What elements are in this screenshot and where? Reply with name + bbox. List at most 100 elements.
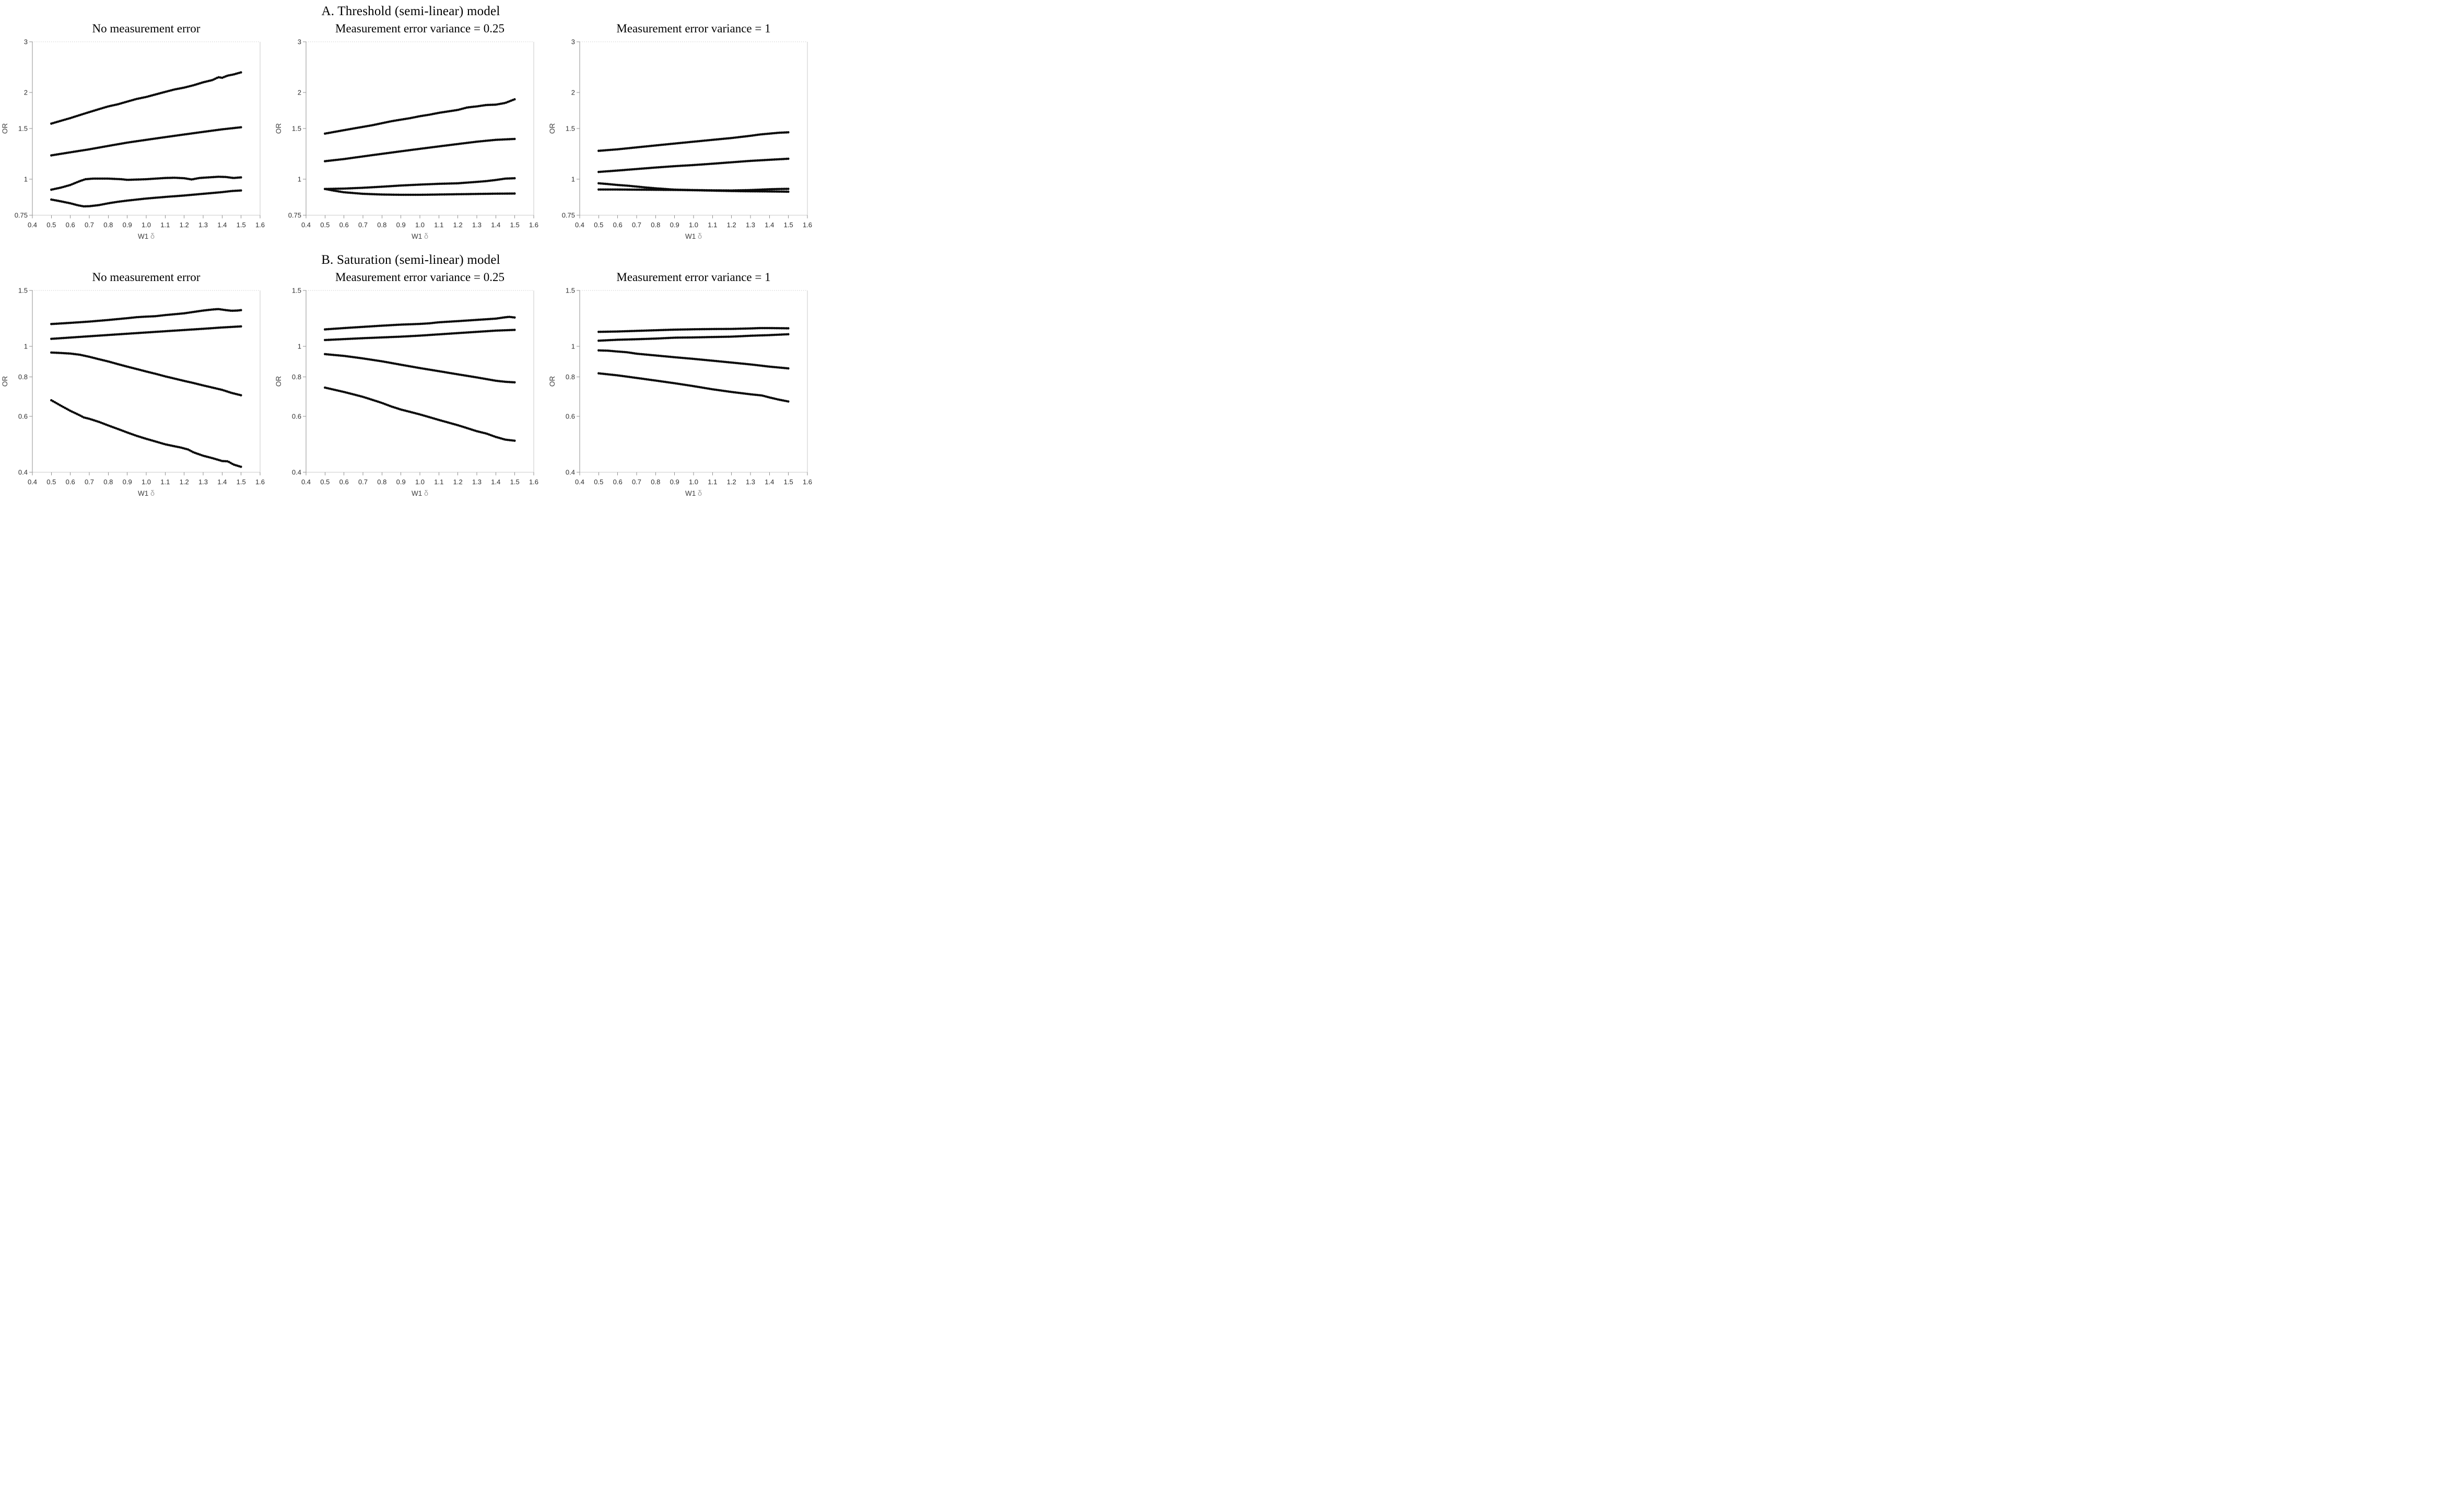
panel-a1: No measurement error 0.75 1 1.5 2 3 0.4 0.5 0.6… <box>0 22 274 246</box>
x-axis: 0.4 0.5 0.6 0.7 0.8 0.9 1.0 1.1 1.2 1.3 1.4 1.5 1.6 <box>28 215 265 229</box>
series-line1 <box>324 98 516 135</box>
panel-b2-chart: 0.4 0.6 0.8 1 1.5 0.4 0.5 0.6 0.7 0.8 0.9 1.0 1.1 1.2… <box>275 287 538 498</box>
y-tick-label: 1.5 <box>18 287 28 295</box>
panel-a3-chart: 0.75 1 1.5 2 3 0.4 0.5 0.6 0.7 0.8 0.9 1.0 1.1 1.2 1.3… <box>548 38 812 241</box>
y-axis: 0.4 0.6 0.8 1 1.5 <box>18 287 32 476</box>
y-tick-label: 0.4 <box>292 469 301 476</box>
x-tick-label: 1.0 <box>415 478 425 486</box>
x-tick-label: 0.6 <box>66 478 75 486</box>
plot-frame <box>32 290 261 473</box>
y-axis-title: OR <box>275 123 283 134</box>
x-tick-label: 0.8 <box>651 221 660 229</box>
x-tick-label: 0.7 <box>358 478 368 486</box>
y-tick-label: 1 <box>24 342 28 350</box>
series-line3 <box>50 176 242 191</box>
y-axis: 0.4 0.6 0.8 1 1.5 <box>566 287 580 476</box>
y-tick-label: 0.4 <box>18 469 28 476</box>
x-tick-label: 1.3 <box>746 478 755 486</box>
x-tick-label: 0.4 <box>28 221 37 229</box>
series-line2 <box>597 157 790 173</box>
x-tick-label: 1.0 <box>415 221 425 229</box>
section-a-title: A. Threshold (semi-linear) model <box>321 4 500 18</box>
y-tick-label: 2 <box>571 89 575 97</box>
series-line4 <box>324 386 516 442</box>
x-tick-label: 0.8 <box>377 221 386 229</box>
y-tick-label: 1.5 <box>18 125 28 133</box>
x-tick-label: 0.6 <box>339 221 349 229</box>
x-tick-label: 1.3 <box>472 221 482 229</box>
y-axis-title: OR <box>1 376 9 387</box>
x-tick-label: 0.7 <box>358 221 368 229</box>
x-tick-label: 1.3 <box>746 221 755 229</box>
x-tick-label: 1.1 <box>434 221 443 229</box>
x-axis-title: W1 δ <box>412 489 428 498</box>
x-tick-label: 1.6 <box>255 221 265 229</box>
x-axis: 0.4 0.5 0.6 0.7 0.8 0.9 1.0 1.1 1.2 1.3 1.4 1.5 1.6 <box>28 472 265 486</box>
panel-b3-title: Measurement error variance = 1 <box>616 271 771 284</box>
x-tick-label: 1.3 <box>472 478 482 486</box>
x-tick-label: 1.0 <box>142 221 151 229</box>
y-tick-label: 1.5 <box>566 287 575 295</box>
panel-b1: No measurement error 0.4 0.6 0.8 1 1.5 0.4 0.5… <box>0 271 274 503</box>
series-line1 <box>50 71 242 125</box>
series-line4 <box>50 399 242 468</box>
y-axis: 0.4 0.6 0.8 1 1.5 <box>292 287 306 476</box>
x-tick-label: 1.4 <box>765 478 774 486</box>
panel-b3: Measurement error variance = 1 0.4 0.6 0.8… <box>547 271 821 503</box>
y-tick-label: 1 <box>571 176 575 183</box>
x-tick-label: 0.4 <box>575 478 584 486</box>
series-line2 <box>324 137 516 162</box>
x-tick-label: 0.6 <box>66 221 75 229</box>
x-tick-label: 0.5 <box>46 478 56 486</box>
x-tick-label: 1.2 <box>727 478 736 486</box>
y-tick-label: 0.4 <box>566 469 575 476</box>
x-tick-label: 0.6 <box>339 478 349 486</box>
x-tick-label: 1.2 <box>453 221 463 229</box>
x-tick-label: 1.6 <box>529 221 538 229</box>
y-tick-label: 0.8 <box>566 373 575 381</box>
x-tick-label: 1.4 <box>491 221 500 229</box>
series-line2 <box>324 329 516 342</box>
panel-b2-title: Measurement error variance = 0.25 <box>335 271 504 284</box>
y-axis: 0.75 1 1.5 2 3 <box>288 38 306 219</box>
x-tick-label: 1.2 <box>180 221 189 229</box>
figure-root: A. Threshold (semi-linear) model No meas… <box>0 0 822 503</box>
y-tick-label: 0.8 <box>18 373 28 381</box>
y-axis-title: OR <box>275 376 283 387</box>
x-tick-label: 0.8 <box>651 478 660 486</box>
series-line3 <box>324 177 516 191</box>
y-tick-label: 3 <box>24 38 28 46</box>
series-line1 <box>324 316 516 331</box>
x-tick-label: 1.6 <box>255 478 265 486</box>
panel-a2-title: Measurement error variance = 0.25 <box>335 22 504 35</box>
x-tick-label: 1.0 <box>142 478 151 486</box>
x-tick-label: 0.5 <box>320 221 330 229</box>
series-line1 <box>50 308 242 325</box>
x-tick-label: 0.8 <box>103 478 113 486</box>
series-line4 <box>597 372 790 403</box>
x-tick-label: 1.1 <box>708 221 717 229</box>
y-tick-label: 0.75 <box>15 212 28 219</box>
x-tick-label: 0.4 <box>301 478 311 486</box>
x-tick-label: 0.5 <box>46 221 56 229</box>
y-tick-label: 1 <box>298 342 301 350</box>
x-axis: 0.4 0.5 0.6 0.7 0.8 0.9 1.0 1.1 1.2 1.3 1.4 1.5 1.6 <box>575 215 812 229</box>
x-tick-label: 0.5 <box>594 221 603 229</box>
x-tick-label: 1.2 <box>453 478 463 486</box>
y-tick-label: 0.75 <box>288 212 301 219</box>
panel-a1-title: No measurement error <box>92 22 201 35</box>
plot-frame <box>579 290 808 473</box>
x-tick-label: 0.9 <box>123 478 132 486</box>
y-axis: 0.75 1 1.5 2 3 <box>562 38 580 219</box>
x-tick-label: 0.9 <box>123 221 132 229</box>
y-axis: 0.75 1 1.5 2 3 <box>15 38 32 219</box>
y-tick-label: 0.8 <box>292 373 301 381</box>
panel-a2-chart: 0.75 1 1.5 2 3 0.4 0.5 0.6 0.7 0.8 0.9 1.0 1.1 1.2 1.3… <box>275 38 538 241</box>
x-tick-label: 1.5 <box>784 221 793 229</box>
row-a: No measurement error 0.75 1 1.5 2 3 0.4 0.5 0.6… <box>0 22 822 246</box>
y-tick-label: 3 <box>571 38 575 46</box>
x-tick-label: 0.9 <box>396 478 406 486</box>
x-tick-label: 1.5 <box>237 221 246 229</box>
x-tick-label: 1.6 <box>803 478 812 486</box>
x-tick-label: 1.4 <box>217 478 227 486</box>
